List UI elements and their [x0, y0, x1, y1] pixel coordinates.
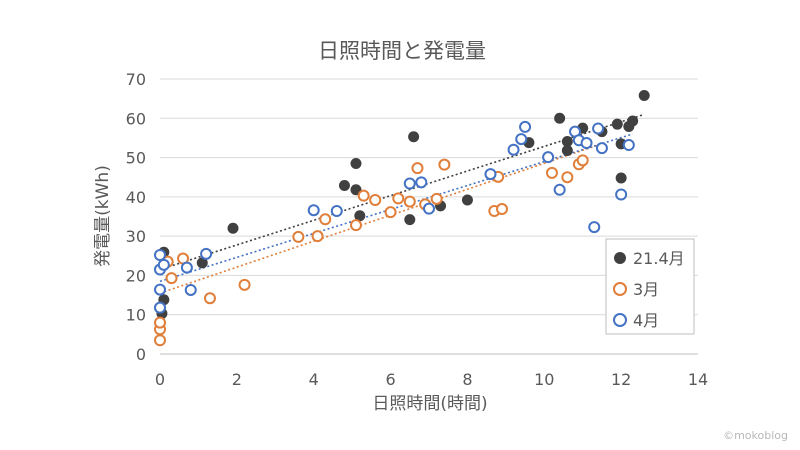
data-point — [576, 154, 589, 167]
data-point — [165, 272, 178, 285]
y-tick-label: 60 — [126, 109, 146, 128]
data-point — [238, 278, 251, 291]
data-point — [403, 177, 416, 190]
data-point — [154, 283, 166, 296]
data-point — [545, 166, 558, 179]
y-axis-ticks: 0 10 20 30 40 50 60 70 — [126, 70, 146, 364]
data-point — [311, 230, 324, 243]
y-tick-label: 30 — [126, 227, 146, 246]
data-point — [415, 176, 428, 189]
data-point — [330, 205, 343, 217]
x-tick-label: 12 — [611, 370, 631, 389]
data-point — [461, 194, 473, 206]
data-point — [580, 137, 593, 150]
data-point — [411, 162, 424, 175]
data-point — [622, 139, 635, 151]
x-tick-label: 14 — [688, 370, 708, 389]
data-point — [404, 214, 416, 226]
data-point — [438, 158, 451, 171]
data-point — [154, 301, 166, 314]
data-point — [588, 221, 601, 234]
data-point — [561, 171, 574, 184]
y-tick-label: 10 — [126, 306, 146, 325]
legend-label: 4月 — [633, 311, 659, 330]
data-point — [484, 168, 497, 181]
data-point — [561, 135, 573, 147]
data-point — [319, 213, 332, 226]
data-point — [515, 133, 528, 146]
data-point — [592, 122, 605, 135]
data-point — [292, 230, 305, 243]
data-point — [615, 188, 628, 201]
x-axis-label: 日照時間(時間) — [372, 394, 487, 414]
data-point — [384, 206, 397, 219]
data-point — [615, 172, 627, 184]
data-point — [430, 192, 443, 205]
data-point — [200, 247, 213, 260]
legend-marker — [613, 282, 627, 296]
data-point — [408, 131, 420, 143]
data-point — [350, 157, 362, 169]
data-points — [154, 90, 650, 347]
legend-marker — [613, 313, 627, 327]
data-point — [519, 120, 532, 133]
legend: 21.4月 3月 4月 — [605, 238, 695, 335]
x-tick-label: 8 — [462, 370, 472, 389]
data-point — [638, 90, 650, 101]
data-point — [154, 316, 166, 329]
data-point — [338, 179, 350, 191]
y-axis-label: 発電量(kWh) — [93, 165, 113, 267]
trendline — [159, 143, 603, 294]
data-point — [203, 292, 216, 305]
y-tick-label: 50 — [126, 149, 146, 168]
legend-marker — [614, 252, 626, 264]
x-tick-label: 4 — [309, 370, 319, 389]
data-point — [227, 222, 239, 234]
gridlines — [160, 78, 698, 316]
data-point — [611, 118, 623, 130]
x-tick-label: 6 — [385, 370, 395, 389]
data-point — [154, 334, 166, 347]
data-point — [354, 210, 366, 222]
data-point — [627, 115, 639, 127]
data-point — [357, 189, 370, 202]
trendline — [159, 113, 645, 271]
data-point — [553, 183, 566, 196]
y-tick-label: 70 — [126, 70, 146, 89]
data-point — [542, 151, 555, 164]
data-point — [496, 203, 509, 216]
data-point — [157, 258, 170, 271]
data-point — [154, 249, 166, 261]
chart-title: 日照時間と発電量 — [318, 39, 486, 63]
x-tick-label: 0 — [155, 370, 165, 389]
x-axis-ticks: 0 2 4 6 8 10 12 14 — [155, 370, 708, 389]
data-point — [423, 202, 435, 215]
data-point — [507, 143, 520, 156]
legend-label: 21.4月 — [633, 249, 685, 268]
y-tick-label: 40 — [126, 188, 146, 207]
trendline — [159, 133, 633, 283]
data-point — [595, 142, 608, 155]
data-point — [184, 283, 197, 296]
legend-label: 3月 — [633, 280, 659, 299]
x-tick-label: 2 — [232, 370, 242, 389]
data-point — [369, 194, 382, 206]
data-point — [392, 192, 405, 205]
watermark: ©mokoblog — [723, 429, 788, 442]
y-tick-label: 20 — [126, 266, 146, 285]
x-tick-label: 10 — [534, 370, 554, 389]
y-tick-label: 0 — [136, 345, 146, 364]
data-point — [307, 204, 320, 217]
data-point — [349, 219, 362, 232]
data-point — [554, 112, 566, 124]
data-point — [180, 261, 193, 274]
data-point — [196, 257, 208, 269]
data-point — [561, 145, 573, 156]
data-point — [403, 195, 416, 208]
